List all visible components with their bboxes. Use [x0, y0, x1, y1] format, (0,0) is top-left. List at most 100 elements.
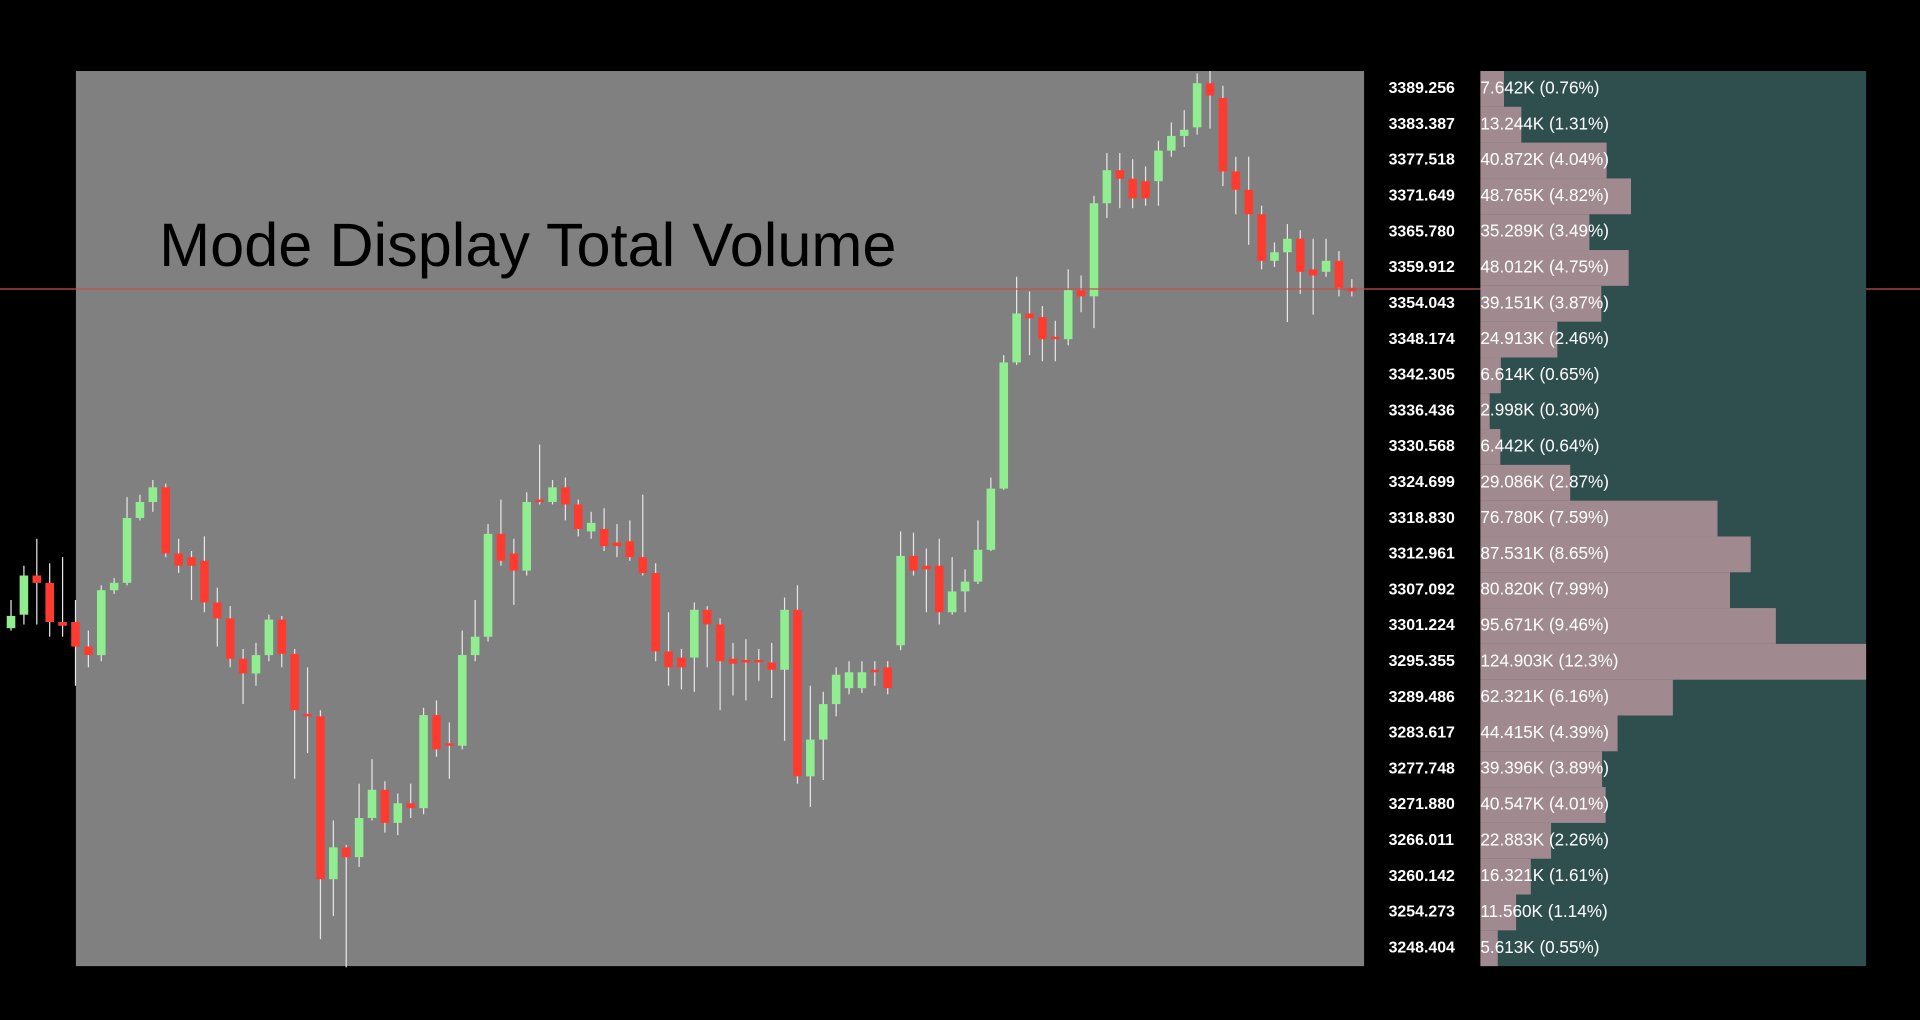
volume-bar	[1480, 858, 1531, 895]
volume-label: 124.903K (12.3%)	[1480, 650, 1618, 670]
candle-body	[625, 541, 635, 558]
candle-body	[161, 487, 171, 554]
candle-body	[1334, 260, 1344, 288]
candle-body	[316, 716, 325, 880]
volume-label: 76.780K (7.59%)	[1480, 507, 1609, 527]
price-level-label: 3324.699	[1389, 474, 1455, 491]
volume-bar	[1480, 357, 1501, 394]
candle-body	[973, 549, 983, 582]
volume-bar	[1480, 214, 1590, 251]
volume-label: 11.560K (1.14%)	[1480, 901, 1607, 921]
candle-body	[1244, 189, 1253, 215]
volume-bar	[1480, 106, 1522, 143]
candle-body	[574, 504, 583, 529]
volume-label: 7.642K (0.76%)	[1480, 77, 1599, 97]
volume-label: 22.883K (2.26%)	[1480, 829, 1609, 849]
candle-body	[844, 672, 854, 689]
price-level-label: 3260.142	[1389, 868, 1455, 885]
volume-label: 39.151K (3.87%)	[1480, 292, 1609, 312]
volume-bar	[1480, 822, 1552, 859]
volume-label: 40.872K (4.04%)	[1480, 149, 1609, 169]
price-level-label: 3307.092	[1389, 581, 1455, 598]
volume-bar	[1480, 751, 1603, 788]
candle-body	[1102, 170, 1112, 204]
candle-body	[109, 582, 119, 591]
candle-body	[1257, 214, 1266, 261]
candle-body	[238, 658, 248, 674]
candle-body	[432, 715, 441, 750]
candle-body	[561, 487, 570, 505]
volume-label: 29.086K (2.87%)	[1480, 471, 1609, 491]
candle-body	[690, 609, 699, 658]
candle-body	[818, 704, 828, 740]
candle-body	[277, 619, 287, 654]
volume-bar	[1480, 930, 1498, 967]
candle-body	[548, 487, 557, 503]
volume-bar	[1480, 536, 1751, 573]
price-level-label: 3271.880	[1389, 796, 1455, 813]
price-level-label: 3342.305	[1389, 367, 1455, 384]
volume-bar	[1480, 500, 1718, 537]
candle-body	[664, 651, 673, 668]
candle-body	[780, 609, 789, 670]
candle-body	[986, 488, 996, 550]
candle-body	[767, 662, 776, 670]
candle-body	[45, 582, 54, 623]
candle-body	[393, 803, 403, 823]
volume-label: 48.012K (4.75%)	[1480, 256, 1609, 276]
volume-label: 6.442K (0.64%)	[1480, 435, 1599, 455]
candle-body	[883, 667, 892, 689]
candle-body	[1128, 178, 1137, 199]
volume-bar	[1480, 894, 1517, 931]
candle-body	[96, 590, 106, 656]
candle-body	[354, 817, 364, 858]
price-level-label: 3371.649	[1389, 188, 1455, 205]
candle-body	[1295, 238, 1305, 272]
volume-label: 40.547K (4.01%)	[1480, 794, 1609, 814]
candle-body	[1063, 290, 1073, 340]
volume-label: 62.321K (6.16%)	[1480, 686, 1609, 706]
volume-label: 44.415K (4.39%)	[1480, 722, 1609, 742]
candle-body	[1025, 313, 1034, 319]
candle-body	[612, 542, 622, 547]
volume-label: 87.531K (8.65%)	[1480, 543, 1609, 563]
volume-label: 39.396K (3.89%)	[1480, 758, 1609, 778]
candle-body	[999, 362, 1009, 489]
price-level-label: 3330.568	[1389, 438, 1455, 455]
price-level-label: 3301.224	[1389, 617, 1455, 634]
price-level-label: 3365.780	[1389, 223, 1455, 240]
price-level-label: 3295.355	[1389, 653, 1455, 670]
price-level-label: 3348.174	[1389, 331, 1455, 348]
candle-body	[6, 615, 16, 629]
price-level-label: 3283.617	[1389, 725, 1455, 742]
volume-label: 6.614K (0.65%)	[1480, 364, 1599, 384]
candle-body	[1115, 170, 1125, 179]
candle-body	[1308, 269, 1318, 276]
volume-bar	[1480, 321, 1558, 358]
candle-body	[1167, 135, 1176, 151]
candle-body	[84, 646, 93, 656]
candle-body	[122, 517, 132, 583]
volume-label: 16.321K (1.61%)	[1480, 865, 1609, 885]
volume-bar	[1480, 250, 1629, 286]
volume-label: 48.765K (4.82%)	[1480, 185, 1609, 205]
candle-body	[599, 528, 609, 547]
volume-bar	[1480, 679, 1673, 716]
candle-body	[870, 669, 880, 673]
candle-body	[793, 609, 802, 777]
candle-body	[445, 743, 454, 746]
candle-body	[651, 573, 660, 652]
volume-bar	[1480, 608, 1776, 644]
candle-body	[148, 487, 158, 503]
candle-body	[1218, 97, 1228, 172]
candle-body	[1154, 150, 1163, 182]
candle-body	[586, 522, 596, 532]
candle-body	[1231, 171, 1241, 190]
volume-bar	[1480, 429, 1501, 465]
candle-body	[934, 565, 944, 613]
candle-body	[483, 533, 493, 637]
plot-background	[75, 71, 1365, 967]
volume-bar	[1480, 71, 1505, 107]
price-level-label: 3266.011	[1389, 832, 1455, 849]
